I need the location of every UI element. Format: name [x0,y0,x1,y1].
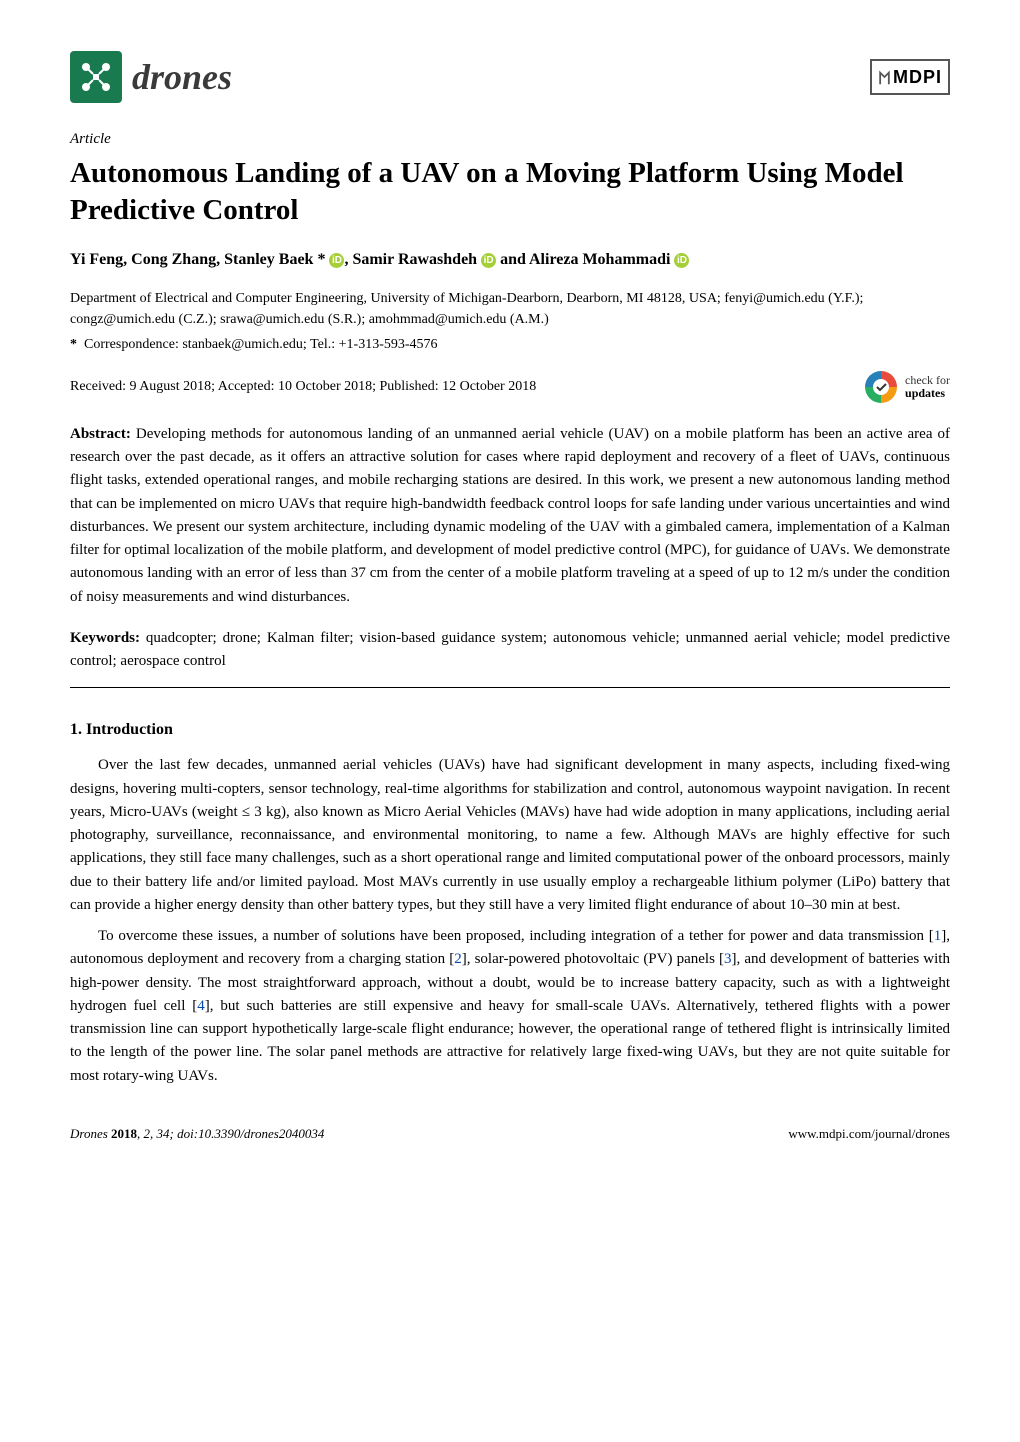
keywords-label: Keywords: [70,630,140,646]
section-1-heading: 1. Introduction [70,718,950,742]
footer-journal: Drones [70,1126,111,1141]
abstract-label: Abstract: [70,426,131,442]
abstract: Abstract: Developing methods for autonom… [70,423,950,609]
article-type: Article [70,128,950,151]
publication-dates: Received: 9 August 2018; Accepted: 10 Oc… [70,376,536,397]
ref-2-link[interactable]: 2 [454,951,462,967]
mdpi-logo: MDPI [870,59,950,95]
footer-left: Drones 2018, 2, 34; doi:10.3390/drones20… [70,1124,324,1144]
orcid-icon[interactable]: iD [674,253,689,268]
dates-row: Received: 9 August 2018; Accepted: 10 Oc… [70,369,950,405]
authors-part3: and Alireza Mohammadi [496,251,670,268]
orcid-icon[interactable]: iD [329,253,344,268]
intro-para-1: Over the last few decades, unmanned aeri… [70,754,950,917]
ref-4-link[interactable]: 4 [197,998,205,1014]
check-updates-badge[interactable]: check for updates [863,369,950,405]
check-line2: updates [905,387,950,400]
correspondence-text: Correspondence: stanbaek@umich.edu; Tel.… [84,337,438,352]
check-line1: check for [905,374,950,387]
footer-year: 2018 [111,1126,137,1141]
abstract-text: Developing methods for autonomous landin… [70,426,950,605]
journal-logo-block: drones [70,50,232,104]
mdpi-text: MDPI [893,64,942,91]
orcid-icon[interactable]: iD [481,253,496,268]
page-footer: Drones 2018, 2, 34; doi:10.3390/drones20… [70,1124,950,1144]
article-title: Autonomous Landing of a UAV on a Moving … [70,155,950,230]
section-divider [70,687,950,688]
correspondence-asterisk: * [70,337,77,352]
authors-line: Yi Feng, Cong Zhang, Stanley Baek * iD, … [70,248,950,272]
intro-para-2: To overcome these issues, a number of so… [70,925,950,1088]
correspondence: * Correspondence: stanbaek@umich.edu; Te… [70,334,950,355]
authors-part1: Yi Feng, Cong Zhang, Stanley Baek * [70,251,325,268]
ref-3-link[interactable]: 3 [724,951,732,967]
footer-right[interactable]: www.mdpi.com/journal/drones [788,1124,950,1144]
keywords-text: quadcopter; drone; Kalman filter; vision… [70,630,950,669]
header-row: drones MDPI [70,50,950,104]
authors-part2: , Samir Rawashdeh [344,251,477,268]
p2-c: ], solar-powered photovoltaic (PV) panel… [462,951,724,967]
p2-a: To overcome these issues, a number of so… [98,928,934,944]
check-updates-text: check for updates [905,374,950,400]
footer-citation: , 2, 34; doi:10.3390/drones2040034 [137,1126,324,1141]
journal-name: drones [132,50,232,104]
drones-logo-icon [70,51,122,103]
check-updates-icon [863,369,899,405]
affiliation: Department of Electrical and Computer En… [70,288,950,330]
keywords: Keywords: quadcopter; drone; Kalman filt… [70,627,950,674]
